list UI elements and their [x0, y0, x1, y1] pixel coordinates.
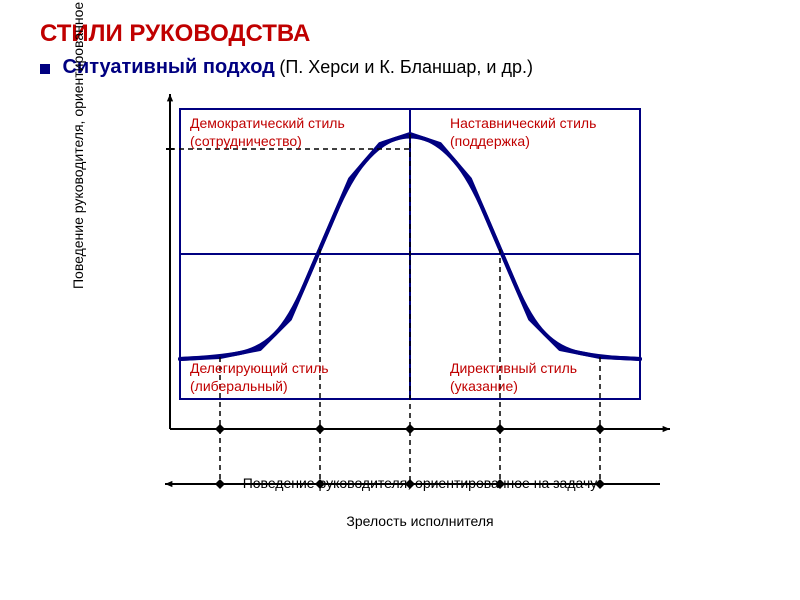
quadrant-bottom-right: Директивный стиль (указание) — [450, 359, 630, 395]
quadrant-bottom-left: Делегирующий стиль (либеральный) — [190, 359, 390, 395]
quadrant-top-left: Демократический стиль (сотрудничество) — [190, 114, 350, 150]
chart-svg — [120, 89, 680, 529]
page-title: СТИЛИ РУКОВОДСТВА — [40, 20, 760, 48]
subtitle-text: Ситуативный подход — [62, 56, 274, 78]
bullet-icon — [40, 64, 50, 74]
y-axis-label: Поведение руководителя, ориентированное … — [70, 9, 86, 289]
subtitle-row: Ситуативный подход (П. Херси и К. Бланша… — [40, 56, 760, 79]
authors-text: (П. Херси и К. Бланшар, и др.) — [279, 57, 533, 77]
chart-container: Поведение руководителя, ориентированное … — [120, 89, 680, 529]
quadrant-top-right: Наставнический стиль (поддержка) — [450, 114, 630, 150]
x-axis-label: Поведение руководителя, ориентированное … — [220, 475, 620, 491]
maturity-label: Зрелость исполнителя — [220, 513, 620, 529]
